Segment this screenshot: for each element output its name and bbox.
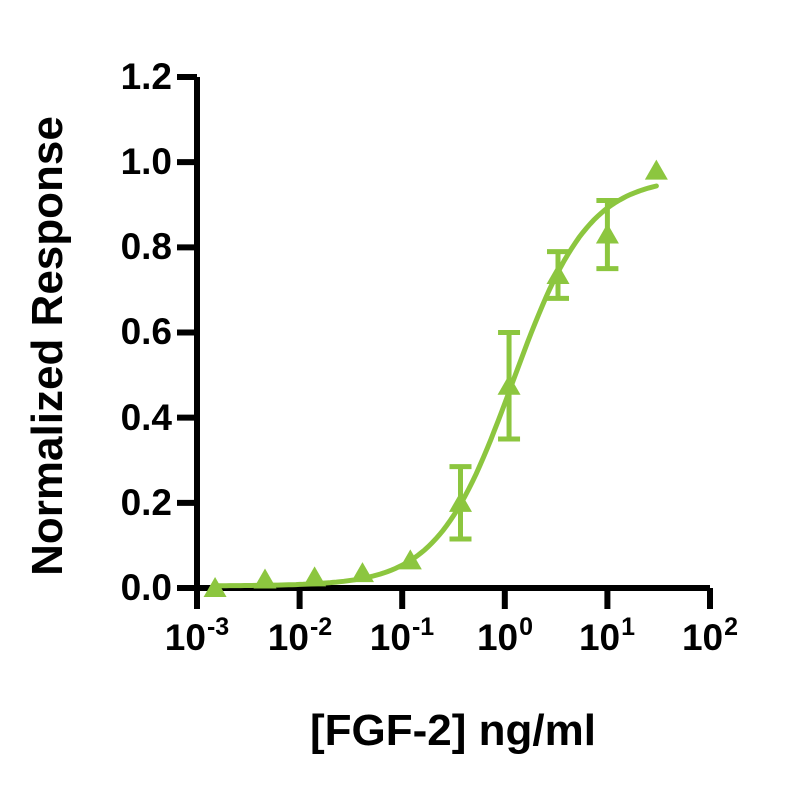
x-tick-base: 10 — [369, 617, 411, 658]
y-tick-label: 0.8 — [120, 226, 172, 267]
y-tick-label: 1.2 — [120, 56, 172, 97]
data-point-marker — [448, 491, 472, 512]
data-point-marker — [303, 566, 327, 587]
data-point-marker — [595, 223, 619, 244]
data-point-marker — [546, 264, 570, 285]
x-axis-title: [FGF-2] ng/ml — [310, 706, 596, 755]
y-tick-label: 0.4 — [120, 397, 172, 438]
x-tick-label: 10-2 — [238, 612, 362, 660]
x-tick-exponent: 0 — [519, 612, 534, 641]
data-point-marker — [644, 159, 668, 180]
y-axis-title: Normalized Response — [23, 116, 72, 576]
y-tick-label: 0.2 — [120, 482, 172, 523]
data-point-marker — [253, 568, 277, 589]
x-tick-label: 100 — [443, 612, 567, 660]
data-point-marker — [398, 549, 422, 570]
x-tick-exponent: -2 — [309, 612, 333, 641]
x-tick-base: 10 — [578, 617, 621, 658]
x-tick-label: 101 — [545, 612, 669, 660]
data-point-marker — [350, 562, 374, 583]
y-tick-label: 1.0 — [120, 141, 172, 182]
x-tick-base: 10 — [476, 617, 519, 658]
y-tick-label: 0.0 — [120, 567, 172, 608]
x-tick-base: 10 — [164, 617, 206, 658]
data-point-marker — [497, 374, 521, 395]
x-tick-label: 10-3 — [135, 612, 259, 660]
x-tick-label: 102 — [648, 612, 772, 660]
x-tick-label: 10-1 — [340, 612, 464, 660]
x-tick-base: 10 — [267, 617, 309, 658]
x-tick-exponent: 1 — [621, 612, 636, 641]
x-tick-exponent: 2 — [724, 612, 739, 641]
fit-curve — [212, 183, 659, 589]
y-tick-label: 0.6 — [120, 311, 172, 352]
data-point-marker — [203, 577, 227, 597]
x-tick-base: 10 — [681, 617, 724, 658]
x-tick-exponent: -1 — [411, 612, 435, 641]
x-tick-exponent: -3 — [206, 612, 230, 641]
